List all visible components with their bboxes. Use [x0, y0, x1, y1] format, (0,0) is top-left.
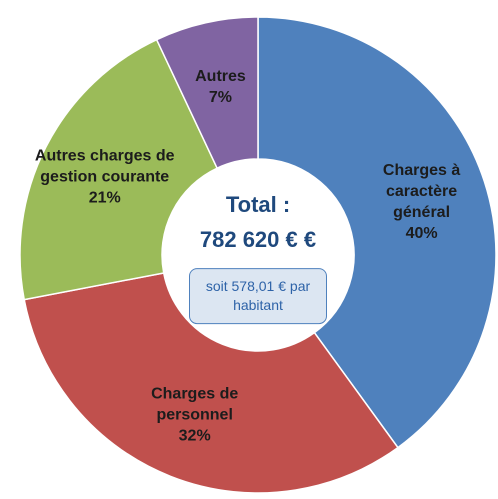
- category-label: Charges à caractère général: [382, 161, 461, 221]
- value-label: 40%: [405, 224, 438, 242]
- donut-slice: [257, 16, 497, 449]
- slice-label: Charges à caractère général 40%: [367, 160, 477, 244]
- center-total: 782 620 € €: [199, 227, 317, 252]
- slice-label: Autres charges de gestion courante 21%: [25, 145, 185, 208]
- center-title: Total :: [225, 192, 291, 217]
- slice-label: Charges de personnel 32%: [137, 383, 252, 446]
- slice-label: Autres 7%: [180, 66, 260, 108]
- category-label: Autres: [195, 68, 246, 86]
- value-label: 7%: [208, 89, 233, 107]
- donut-slice: [155, 16, 259, 170]
- category-label: Autres charges de gestion courante: [34, 147, 175, 186]
- donut-slice: [23, 272, 399, 494]
- value-label: 21%: [88, 189, 121, 207]
- center-note: soit 578,01 € par habitant: [189, 268, 327, 324]
- donut-slice: [19, 38, 219, 301]
- category-label: Charges de personnel: [151, 385, 239, 424]
- value-label: 32%: [178, 427, 211, 445]
